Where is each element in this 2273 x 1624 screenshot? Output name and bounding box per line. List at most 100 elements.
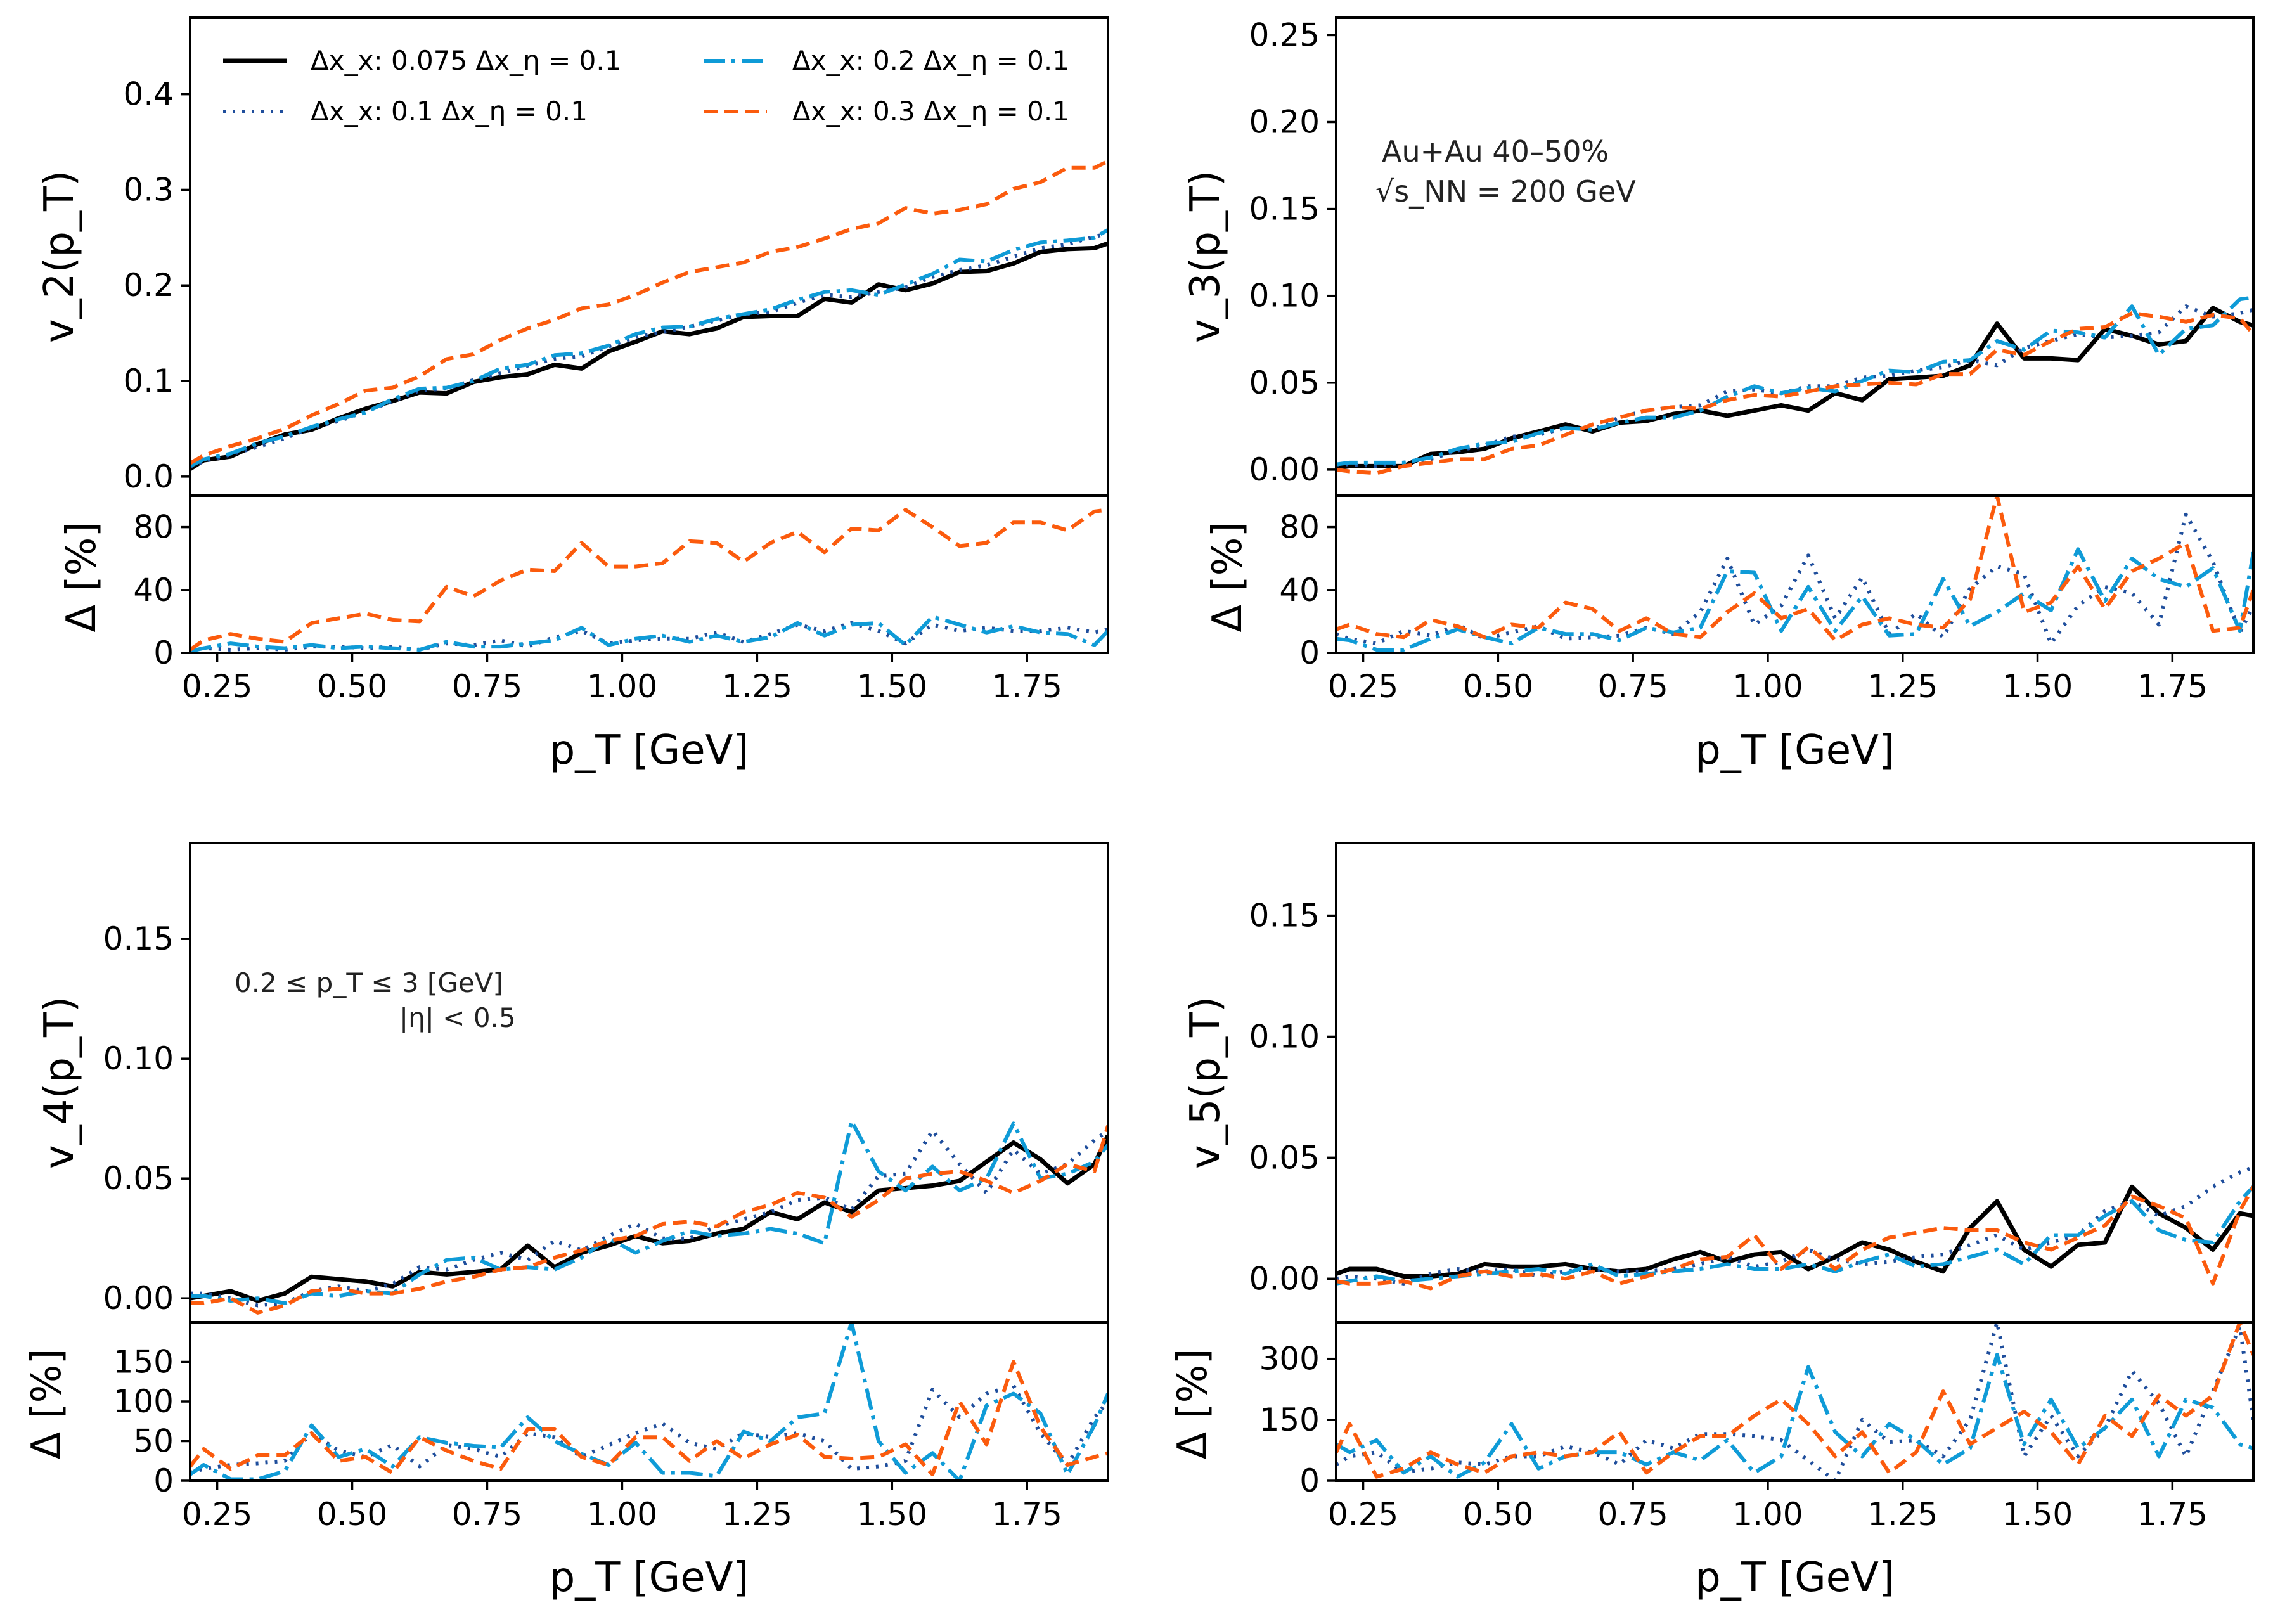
v4-series-line-s4 [190,1125,1108,1315]
v2-series-line-s3 [190,228,1108,468]
v3-delta-line-s4 [1336,496,2253,643]
v2-delta-line-s4 [190,508,1108,652]
v5-xtick-label: 0.50 [1463,1496,1533,1533]
v2-xtick-label: 0.25 [182,668,252,705]
v3-xlabel: p_T [GeV] [1695,727,1895,774]
v4-xtick-label: 1.75 [992,1496,1062,1533]
v4-xtick-label: 1.50 [857,1496,927,1533]
v4-series-line-s1 [190,1134,1108,1303]
panel-v5: 0.00 0.05 0.10 0.15 0 150 300 0.25 0.50 0.75 1.00 1… [1169,842,2255,1601]
v3-series-line-s3 [1336,295,2253,467]
v5-xtick-label: 1.50 [2002,1496,2073,1533]
v3-series-line-s1 [1336,306,2253,470]
v2-xtick-label: 1.50 [857,668,927,705]
v5-dtick-label: 150 [1259,1402,1320,1438]
annotation-eta-cut: |η| < 0.5 [399,1002,516,1033]
v3-delta-frame [1335,494,2255,654]
v3-series-line-s4 [1336,311,2253,475]
v3-series-group [1336,295,2253,475]
v5-xtick-label: 1.75 [2137,1496,2208,1533]
v2-ytick-label: 0.0 [123,458,174,495]
v5-series-line-s1 [1336,1184,2253,1279]
v4-xlabel: p_T [GeV] [550,1554,749,1601]
v3-ytick-label: 0.15 [1249,191,1320,228]
v2-ylabel: v_2(p_T) [36,171,83,343]
v4-xtick-label: 0.50 [317,1496,387,1533]
v5-ytick-label: 0.15 [1249,898,1320,934]
v2-series-line-s1 [190,241,1108,471]
v4-delta-frame [189,1321,1109,1482]
v2-ytick-label: 0.1 [123,363,174,399]
v5-dtick-label: 0 [1299,1462,1320,1499]
v5-xlabel: p_T [GeV] [1695,1554,1895,1601]
v5-delta-line-s3 [1336,1353,2253,1479]
v2-delta-group [190,508,1108,653]
v3-xtick-label: 1.25 [1867,668,1938,705]
v2-delta-frame [189,494,1109,654]
v2-ytick-label: 0.2 [123,267,174,304]
v4-dtick-label: 50 [133,1423,174,1460]
v4-xtick-label: 1.25 [722,1496,792,1533]
v4-xtick-label: 0.75 [452,1496,522,1533]
v3-xtick-label: 0.25 [1328,668,1398,705]
legend-entry-s3: Δx_x: 0.2 Δx_η = 0.1 [704,45,1069,76]
v2-series-group [190,159,1108,471]
v2-dtick-label: 0 [153,635,174,671]
v2-series-line-s2 [190,231,1108,469]
v3-xtick-label: 0.50 [1463,668,1533,705]
annotation-energy: √s_NN = 200 GeV [1375,174,1636,209]
v2-ytick-label: 0.3 [123,171,174,208]
v5-delta-line-s4 [1336,1322,2253,1479]
legend-label-s3: Δx_x: 0.2 Δx_η = 0.1 [792,45,1069,76]
v4-main-frame [189,842,1109,1324]
v5-series-line-s3 [1336,1185,2253,1286]
v3-ytick-label: 0.25 [1249,16,1320,53]
legend-label-s2: Δx_x: 0.1 Δx_η = 0.1 [311,96,588,127]
v4-ytick-label: 0.15 [103,920,174,957]
v4-delta-group [190,1322,1108,1481]
v5-xtick-label: 1.00 [1732,1496,1803,1533]
v3-ytick-label: 0.10 [1249,278,1320,314]
v2-xtick-label: 1.25 [722,668,792,705]
legend-entry-s2: Δx_x: 0.1 Δx_η = 0.1 [223,96,588,127]
v5-delta-frame [1335,1321,2255,1482]
v5-delta-group [1336,1322,2253,1481]
v3-delta-line-s3 [1336,547,2253,652]
annotation-pt-cut: 0.2 ≤ p_T ≤ 3 [GeV] [235,967,503,998]
legend-entry-s1: Δx_x: 0.075 Δx_η = 0.1 [223,45,621,76]
v2-xlabel: p_T [GeV] [550,727,749,774]
v2-xtick-label: 0.50 [317,668,387,705]
v4-series-group [190,1119,1108,1315]
annotation-system: Au+Au 40–50% [1382,134,1609,169]
v5-ylabel: v_5(p_T) [1182,996,1229,1169]
v3-delta-line-s2 [1336,512,2253,646]
v5-xtick-label: 0.25 [1328,1496,1398,1533]
v4-dtick-label: 100 [113,1383,174,1420]
v4-ytick-label: 0.00 [103,1280,174,1317]
v5-ytick-label: 0.10 [1249,1018,1320,1055]
v5-dlabel: Δ [%] [1169,1349,1216,1460]
v4-xtick-label: 1.00 [587,1496,657,1533]
v3-dtick-label: 0 [1299,635,1320,671]
legend-label-s4: Δx_x: 0.3 Δx_η = 0.1 [792,96,1069,127]
legend-entry-s4: Δx_x: 0.3 Δx_η = 0.1 [704,96,1069,127]
panel-v2: 0.0 0.1 0.2 0.3 0.4 0 40 80 0.25 0.50 0.75 1.00 1.25… [36,16,1109,774]
v3-ytick-label: 0.00 [1249,451,1320,488]
v2-xtick-label: 1.75 [992,668,1062,705]
v5-ytick-label: 0.00 [1249,1260,1320,1297]
v4-ytick-label: 0.10 [103,1040,174,1077]
v3-ylabel: v_3(p_T) [1182,171,1229,343]
legend-label-s1: Δx_x: 0.075 Δx_η = 0.1 [311,45,621,76]
v2-delta-line-s3 [190,615,1108,653]
v5-main-frame [1335,842,2255,1324]
v4-dlabel: Δ [%] [23,1349,70,1460]
v5-dtick-label: 300 [1259,1341,1320,1377]
v4-dtick-label: 150 [113,1344,174,1381]
v2-series-line-s4 [190,159,1108,465]
v3-xtick-label: 1.00 [1732,668,1803,705]
v3-ytick-label: 0.05 [1249,364,1320,401]
v2-dtick-label: 40 [133,572,174,609]
v5-series-line-s4 [1336,1185,2253,1291]
v4-xtick-label: 0.25 [182,1496,252,1533]
